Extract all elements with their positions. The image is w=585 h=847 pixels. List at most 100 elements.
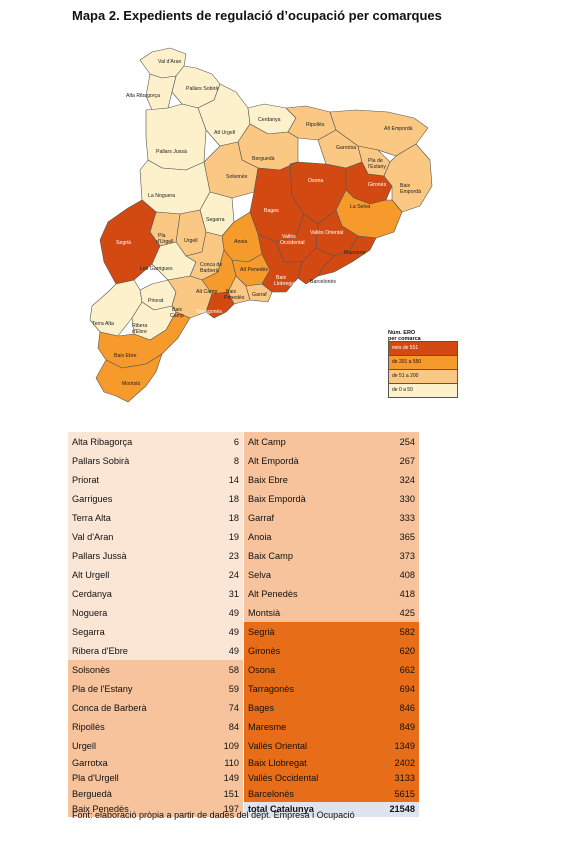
map-label-urgell: Urgell <box>184 238 198 244</box>
row-right-name: Alt Empordà <box>243 451 368 470</box>
map-label-maresme: Maresme <box>344 250 366 256</box>
table-row: Garrotxa 110 Baix Llobregat 2402 <box>68 755 419 771</box>
row-left-value: 151 <box>192 786 244 802</box>
map-label-baix-camp-2: Camp <box>170 313 184 319</box>
row-left-name: Garrotxa <box>68 755 192 771</box>
map-label-pallars-jussa: Pallars Jussà <box>156 149 187 155</box>
map-label-selva: La Selva <box>350 204 370 210</box>
row-right-name: Baix Llobregat <box>243 755 368 771</box>
row-right-value: 2402 <box>368 755 419 771</box>
table-row: Garrigues 18 Baix Empordà 330 <box>68 489 419 508</box>
map-label-baix-penedes-1: Baix <box>226 289 236 295</box>
row-left-name: Noguera <box>68 603 192 622</box>
row-right-name: Montsià <box>243 603 368 622</box>
map-label-pallars-sobira: Pallars Sobirà <box>186 86 218 92</box>
row-right-name: Alt Camp <box>243 432 368 451</box>
map-label-val-daran: Val d'Aran <box>158 59 182 65</box>
row-right-value: 408 <box>368 565 419 584</box>
row-right-value: 3133 <box>368 770 419 786</box>
map-label-anoia: Anoia <box>234 239 247 245</box>
map-label-pla-urgell-2: d'Urgell <box>156 239 173 245</box>
row-left-value: 19 <box>192 527 244 546</box>
row-left-name: Berguedà <box>68 786 192 802</box>
row-right-name: Alt Penedès <box>243 584 368 603</box>
region-montsia <box>95 353 163 403</box>
row-left-value: 58 <box>192 660 244 679</box>
map-label-priorat: Priorat <box>148 298 164 304</box>
map-label-garrotxa: Garrotxa <box>336 145 356 151</box>
row-left-name: Pallars Jussà <box>68 546 192 565</box>
row-right-value: 1349 <box>368 736 419 755</box>
map-label-conca-2: Barberà <box>200 268 219 274</box>
row-left-value: 6 <box>192 432 244 451</box>
row-right-value: 620 <box>368 641 419 660</box>
map-label-alt-camp: Alt Camp <box>196 289 217 295</box>
map-label-baix-llob-2: Llobregat <box>274 281 296 287</box>
row-right-value: 5615 <box>368 786 419 802</box>
legend-item-cat2: de 51 a 200 <box>388 369 458 384</box>
map-label-bergueda: Berguedà <box>252 156 275 162</box>
table-row: Berguedà 151 Barcelonès 5615 <box>68 786 419 802</box>
page-title: Mapa 2. Expedients de regulació d’ocupac… <box>72 8 442 23</box>
row-left-value: 23 <box>192 546 244 565</box>
row-left-name: Alt Urgell <box>68 565 192 584</box>
region-garraf <box>245 283 273 303</box>
row-left-value: 149 <box>192 770 244 786</box>
map-label-cerdanya: Cerdanya <box>258 117 281 123</box>
map-label-valles-occ-1: Vallès <box>282 234 296 240</box>
row-left-name: Pallars Sobirà <box>68 451 192 470</box>
row-left-value: 84 <box>192 717 244 736</box>
region-barcelones <box>297 247 335 285</box>
row-left-value: 8 <box>192 451 244 470</box>
table-row: Segarra 49 Segrià 582 <box>68 622 419 641</box>
map-label-baix-ebre: Baix Ebre <box>114 353 137 359</box>
row-right-value: 21548 <box>368 801 419 817</box>
row-left-value: 31 <box>192 584 244 603</box>
row-left-value: 110 <box>192 755 244 771</box>
table-row: Pallars Jussà 23 Baix Camp 373 <box>68 546 419 565</box>
row-left-name: Pla de l'Estany <box>68 679 192 698</box>
row-left-name: Ripollès <box>68 717 192 736</box>
row-left-name: Priorat <box>68 470 192 489</box>
row-left-value: 74 <box>192 698 244 717</box>
row-left-value: 18 <box>192 489 244 508</box>
map-label-baix-emporda-1: Baix <box>400 183 410 189</box>
table-row: Noguera 49 Montsià 425 <box>68 603 419 622</box>
region-baix-camp <box>167 275 213 319</box>
row-left-value: 49 <box>192 622 244 641</box>
row-left-name: Urgell <box>68 736 192 755</box>
row-left-name: Solsonès <box>68 660 192 679</box>
map-label-terra-alta: Terra Alta <box>92 321 114 327</box>
row-left-value: 18 <box>192 508 244 527</box>
table-row: Urgell 109 Vallès Oriental 1349 <box>68 736 419 755</box>
map-label-alt-emporda: Alt Empordà <box>384 126 413 132</box>
map-label-baix-llob-1: Baix <box>276 275 286 281</box>
map-label-alt-penedes: Alt Penedès <box>240 267 268 273</box>
row-left-name: Terra Alta <box>68 508 192 527</box>
map-label-conca-1: Conca de <box>200 262 222 268</box>
legend-title-2: per comarca <box>388 336 421 342</box>
row-right-name: Vallès Occidental <box>243 770 368 786</box>
map-label-garraf: Garraf <box>252 292 267 298</box>
map-label-solsones: Solsonès <box>226 174 248 180</box>
map-label-pla-estany-2: l'Estany <box>368 164 386 170</box>
region-pallars-jussa <box>145 103 207 171</box>
table-row: Priorat 14 Baix Ebre 324 <box>68 470 419 489</box>
table-row: Solsonès 58 Osona 662 <box>68 660 419 679</box>
row-right-name: Bages <box>243 698 368 717</box>
map-label-osona: Osona <box>308 178 323 184</box>
table-row: Ripollès 84 Maresme 849 <box>68 717 419 736</box>
row-right-value: 254 <box>368 432 419 451</box>
map-label-barcelones: Barcelonès <box>310 279 336 285</box>
ero-table: Alta Ribagorça 6 Alt Camp 254 Pallars Sobirà… <box>68 432 419 817</box>
row-left-name: Alta Ribagorça <box>68 432 192 451</box>
map-label-segarra: Segarra <box>206 217 225 223</box>
map-label-garrigues: Les Garrigues <box>140 266 173 272</box>
table-row: Conca de Barberà 74 Bages 846 <box>68 698 419 717</box>
row-right-name: Vallès Oriental <box>243 736 368 755</box>
region-tarragones <box>205 291 235 319</box>
row-right-name: Segrià <box>243 622 368 641</box>
row-left-value: 49 <box>192 603 244 622</box>
row-right-name: Osona <box>243 660 368 679</box>
table-row: Baix Penedès 197 total Catalunya 21548 <box>68 801 419 817</box>
